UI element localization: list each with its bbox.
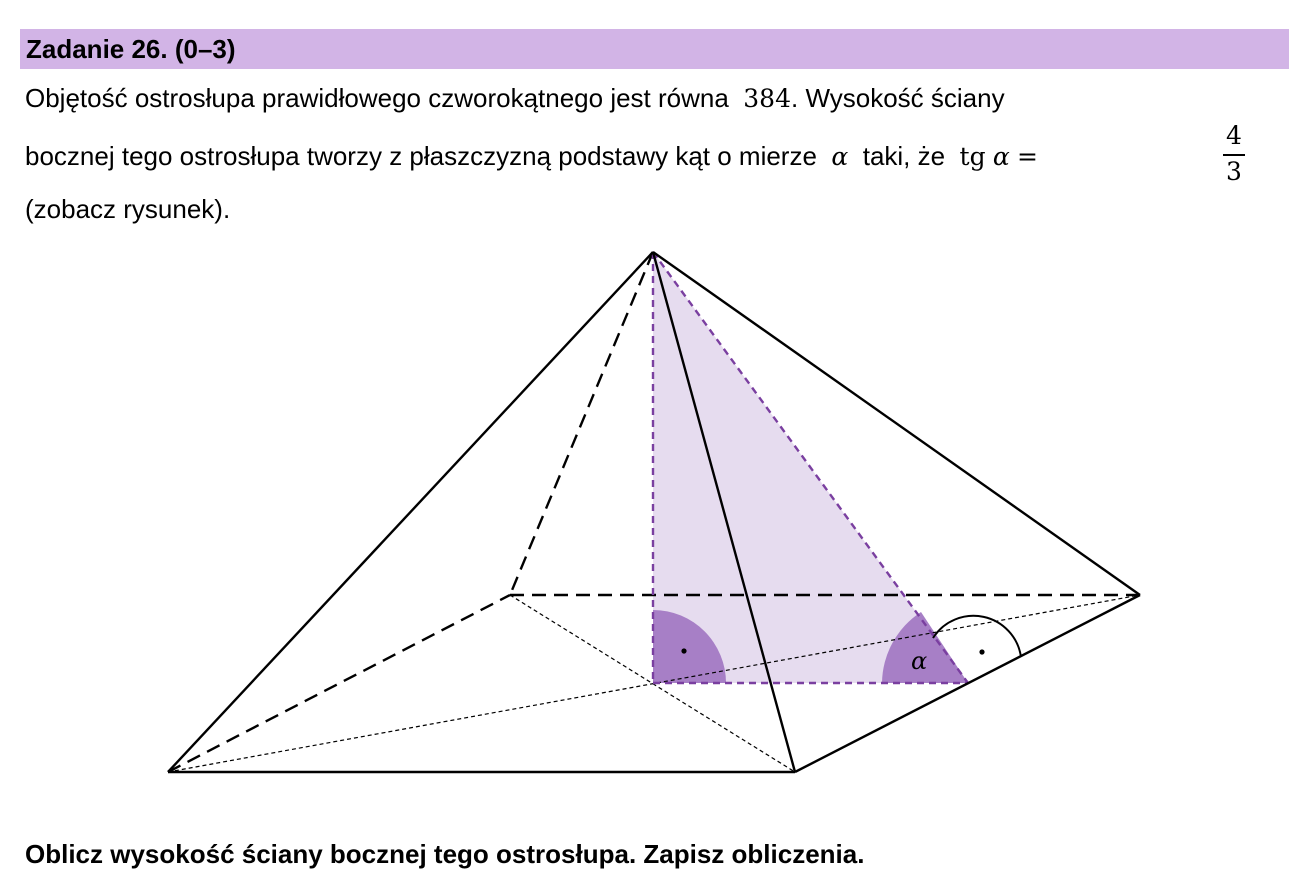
front-left-lateral-edge (167, 251, 654, 773)
base-right-angle-dot (979, 649, 985, 655)
tg-angle-symbol: α (992, 142, 1010, 171)
instruction-text: Oblicz wysokość ściany bocznej tego ostr… (25, 839, 865, 869)
statement-line-2-text: bocznej tego ostrosłupa tworzy z płaszcz… (25, 141, 817, 171)
statement-line-2-mid: taki, że (862, 141, 946, 171)
volume-value: 384 (743, 84, 791, 113)
hidden-lateral-edge (508, 251, 655, 596)
right-angle-sector (653, 610, 726, 683)
task-header: Zadanie 26. (0–3) (20, 29, 1289, 69)
right-angle-dot (681, 648, 687, 654)
alpha-angle-sector (882, 612, 968, 683)
base-right-angle-arc (932, 614, 1022, 658)
face-height (652, 251, 969, 684)
statement-line-1-tail: . Wysokość ściany (791, 83, 1005, 113)
statement-line-1-text: Objętość ostrosłupa prawidłowego czworok… (25, 83, 729, 113)
statement-line-3: (zobacz rysunek). (25, 193, 230, 225)
tg-numerator: 4 (1226, 121, 1242, 150)
alpha-label: α (911, 647, 927, 675)
tg-fraction: 4 3 (1221, 122, 1247, 188)
fraction-bar (1223, 154, 1245, 156)
statement-line-2: bocznej tego ostrosłupa tworzy z płaszcz… (25, 140, 1038, 173)
right-base-edge (794, 593, 1141, 774)
task-title: Zadanie 26. (0–3) (26, 34, 236, 64)
front-lateral-edge (651, 251, 797, 773)
statement-line-1: Objętość ostrosłupa prawidłowego czworok… (25, 82, 1005, 115)
hidden-left-edge (167, 593, 511, 774)
tg-label: tg (959, 142, 986, 171)
statement-line-3-text: (zobacz rysunek). (25, 194, 231, 224)
equals-sign: = (1016, 142, 1038, 171)
right-lateral-edge (652, 251, 1141, 596)
tg-denominator: 3 (1226, 157, 1242, 186)
angle-symbol: α (831, 142, 849, 171)
